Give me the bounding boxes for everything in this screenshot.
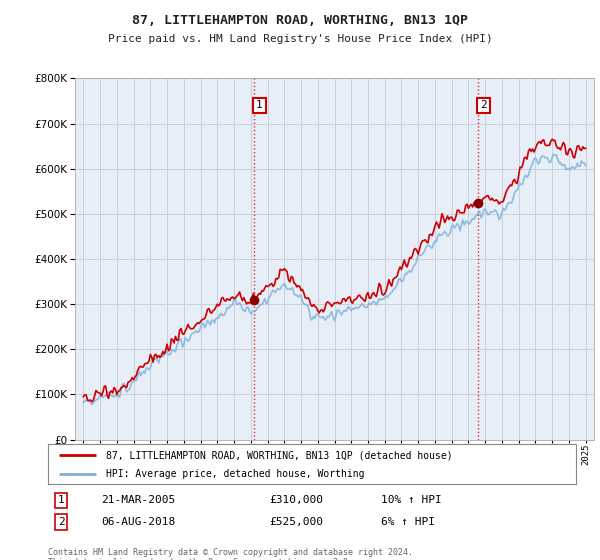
Text: 87, LITTLEHAMPTON ROAD, WORTHING, BN13 1QP: 87, LITTLEHAMPTON ROAD, WORTHING, BN13 1… [132, 14, 468, 27]
Text: Contains HM Land Registry data © Crown copyright and database right 2024.
This d: Contains HM Land Registry data © Crown c… [48, 548, 413, 560]
Text: 6% ↑ HPI: 6% ↑ HPI [380, 517, 434, 527]
Text: HPI: Average price, detached house, Worthing: HPI: Average price, detached house, Wort… [106, 469, 365, 479]
Text: 2: 2 [480, 100, 487, 110]
Text: 06-AUG-2018: 06-AUG-2018 [101, 517, 175, 527]
Text: 1: 1 [58, 495, 65, 505]
Text: 1: 1 [256, 100, 263, 110]
Text: 21-MAR-2005: 21-MAR-2005 [101, 495, 175, 505]
Text: 10% ↑ HPI: 10% ↑ HPI [380, 495, 442, 505]
Text: 87, LITTLEHAMPTON ROAD, WORTHING, BN13 1QP (detached house): 87, LITTLEHAMPTON ROAD, WORTHING, BN13 1… [106, 450, 453, 460]
Text: £525,000: £525,000 [270, 517, 324, 527]
Text: £310,000: £310,000 [270, 495, 324, 505]
Text: Price paid vs. HM Land Registry's House Price Index (HPI): Price paid vs. HM Land Registry's House … [107, 34, 493, 44]
Text: 2: 2 [58, 517, 65, 527]
